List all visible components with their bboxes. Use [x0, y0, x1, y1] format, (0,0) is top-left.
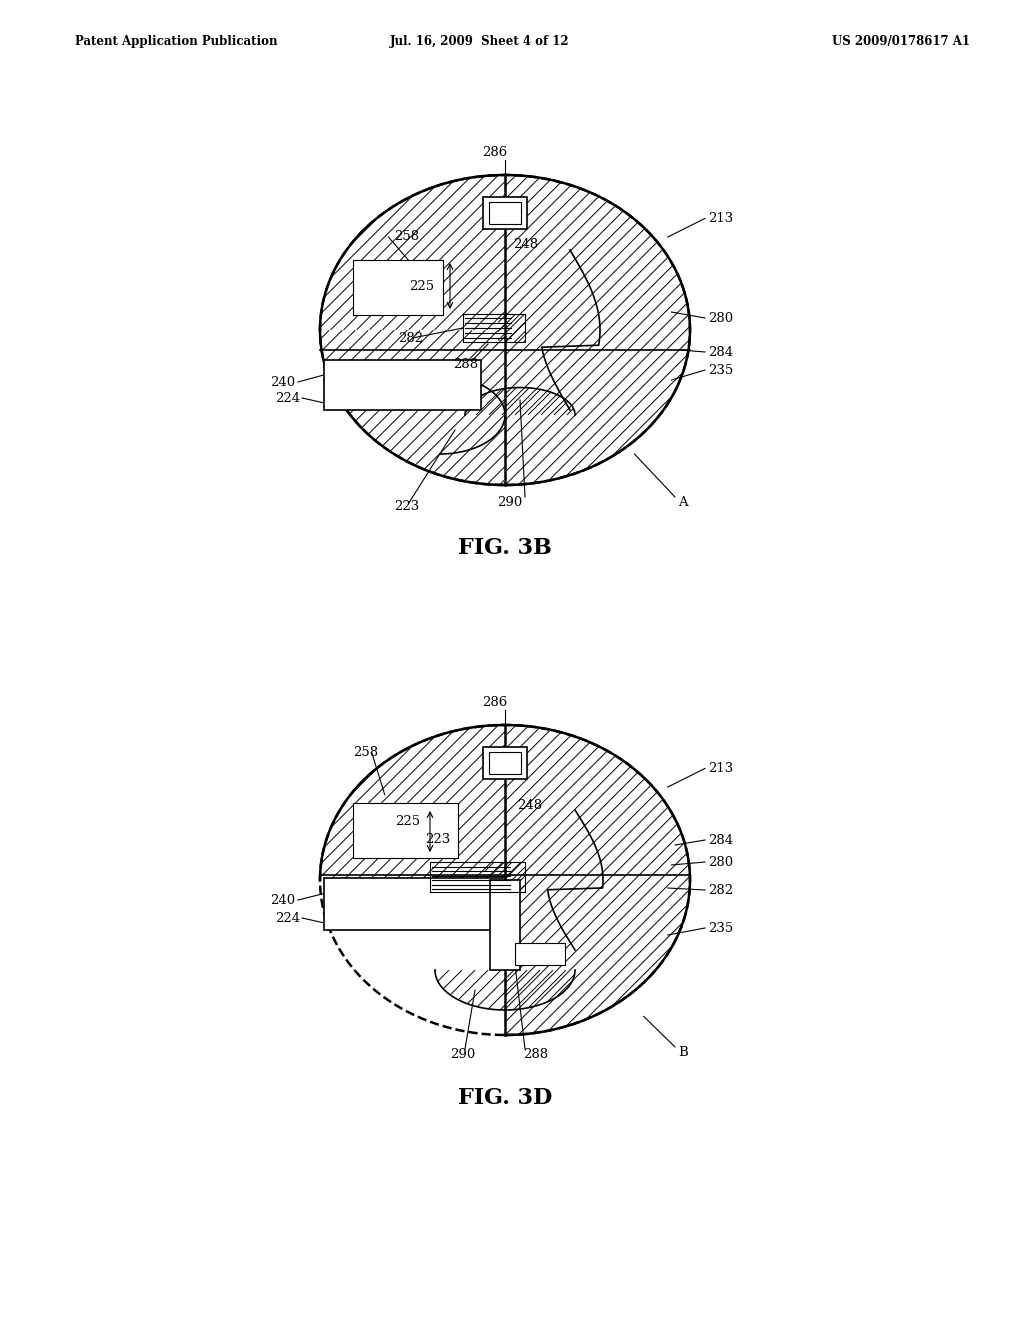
Text: 280: 280: [708, 312, 733, 325]
Text: 282: 282: [397, 331, 423, 345]
Bar: [353, 803, 459, 858]
Bar: [483, 747, 527, 779]
Bar: [483, 197, 527, 230]
Text: 280: 280: [708, 855, 733, 869]
Text: 286: 286: [482, 147, 508, 160]
Text: 224: 224: [274, 912, 300, 924]
Text: 248: 248: [517, 799, 542, 812]
Text: 290: 290: [450, 1048, 475, 1061]
Bar: [489, 202, 521, 224]
Text: 258: 258: [394, 231, 419, 243]
Text: 223: 223: [394, 500, 419, 513]
Text: 240: 240: [270, 375, 295, 388]
Text: FIG. 3B: FIG. 3B: [458, 537, 552, 558]
Text: 225: 225: [395, 814, 420, 828]
Text: A: A: [678, 496, 688, 510]
Text: 235: 235: [708, 363, 733, 376]
Text: 258: 258: [353, 746, 379, 759]
Text: 248: 248: [513, 238, 539, 251]
Bar: [324, 360, 481, 411]
Text: Patent Application Publication: Patent Application Publication: [75, 36, 278, 48]
Text: 286: 286: [482, 697, 508, 710]
Text: 235: 235: [708, 921, 733, 935]
Bar: [490, 880, 520, 970]
Text: 225: 225: [410, 280, 434, 293]
Text: 213: 213: [708, 762, 733, 775]
Text: 288: 288: [454, 359, 478, 371]
Text: 240: 240: [270, 894, 295, 907]
Text: 213: 213: [708, 213, 733, 224]
Bar: [353, 260, 443, 315]
Text: 282: 282: [708, 883, 733, 896]
Text: 224: 224: [274, 392, 300, 404]
Text: FIG. 3D: FIG. 3D: [458, 1086, 552, 1109]
Text: B: B: [678, 1047, 688, 1060]
Text: Jul. 16, 2009  Sheet 4 of 12: Jul. 16, 2009 Sheet 4 of 12: [390, 36, 569, 48]
Text: US 2009/0178617 A1: US 2009/0178617 A1: [831, 36, 970, 48]
Bar: [324, 878, 505, 931]
Text: 288: 288: [523, 1048, 548, 1061]
Text: 284: 284: [708, 833, 733, 846]
Text: 290: 290: [498, 496, 522, 510]
Text: 284: 284: [708, 346, 733, 359]
Text: 223: 223: [425, 833, 450, 846]
Bar: [489, 752, 521, 775]
Bar: [515, 944, 565, 965]
